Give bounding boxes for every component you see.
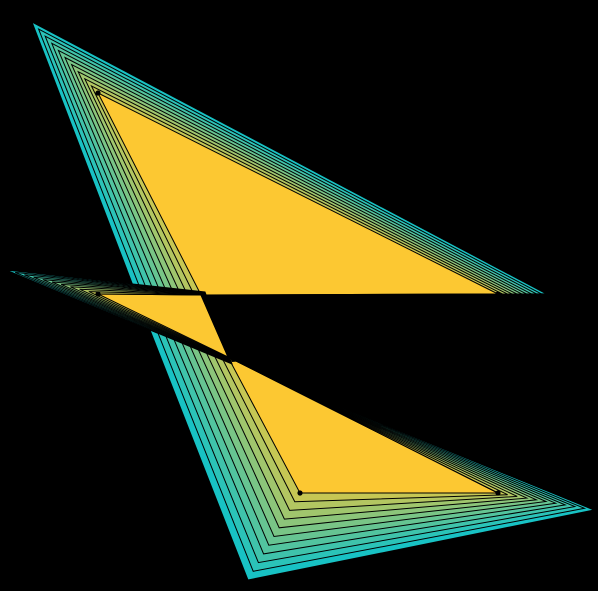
- vertex-dot: [95, 291, 101, 297]
- cutout-region: [97, 293, 598, 494]
- lower-triangle: [149, 329, 596, 581]
- polygon-vertices: [95, 90, 501, 496]
- vertex-dot: [297, 490, 303, 496]
- vertex-dot: [495, 291, 501, 297]
- left-sliver: [5, 269, 233, 365]
- upper-triangle: [31, 20, 594, 331]
- notch-edge-bottom: [200, 294, 499, 494]
- offset-layers: [5, 20, 596, 581]
- vertex-dot: [95, 90, 101, 96]
- vertex-dot: [495, 490, 501, 496]
- center-notch: [201, 293, 598, 362]
